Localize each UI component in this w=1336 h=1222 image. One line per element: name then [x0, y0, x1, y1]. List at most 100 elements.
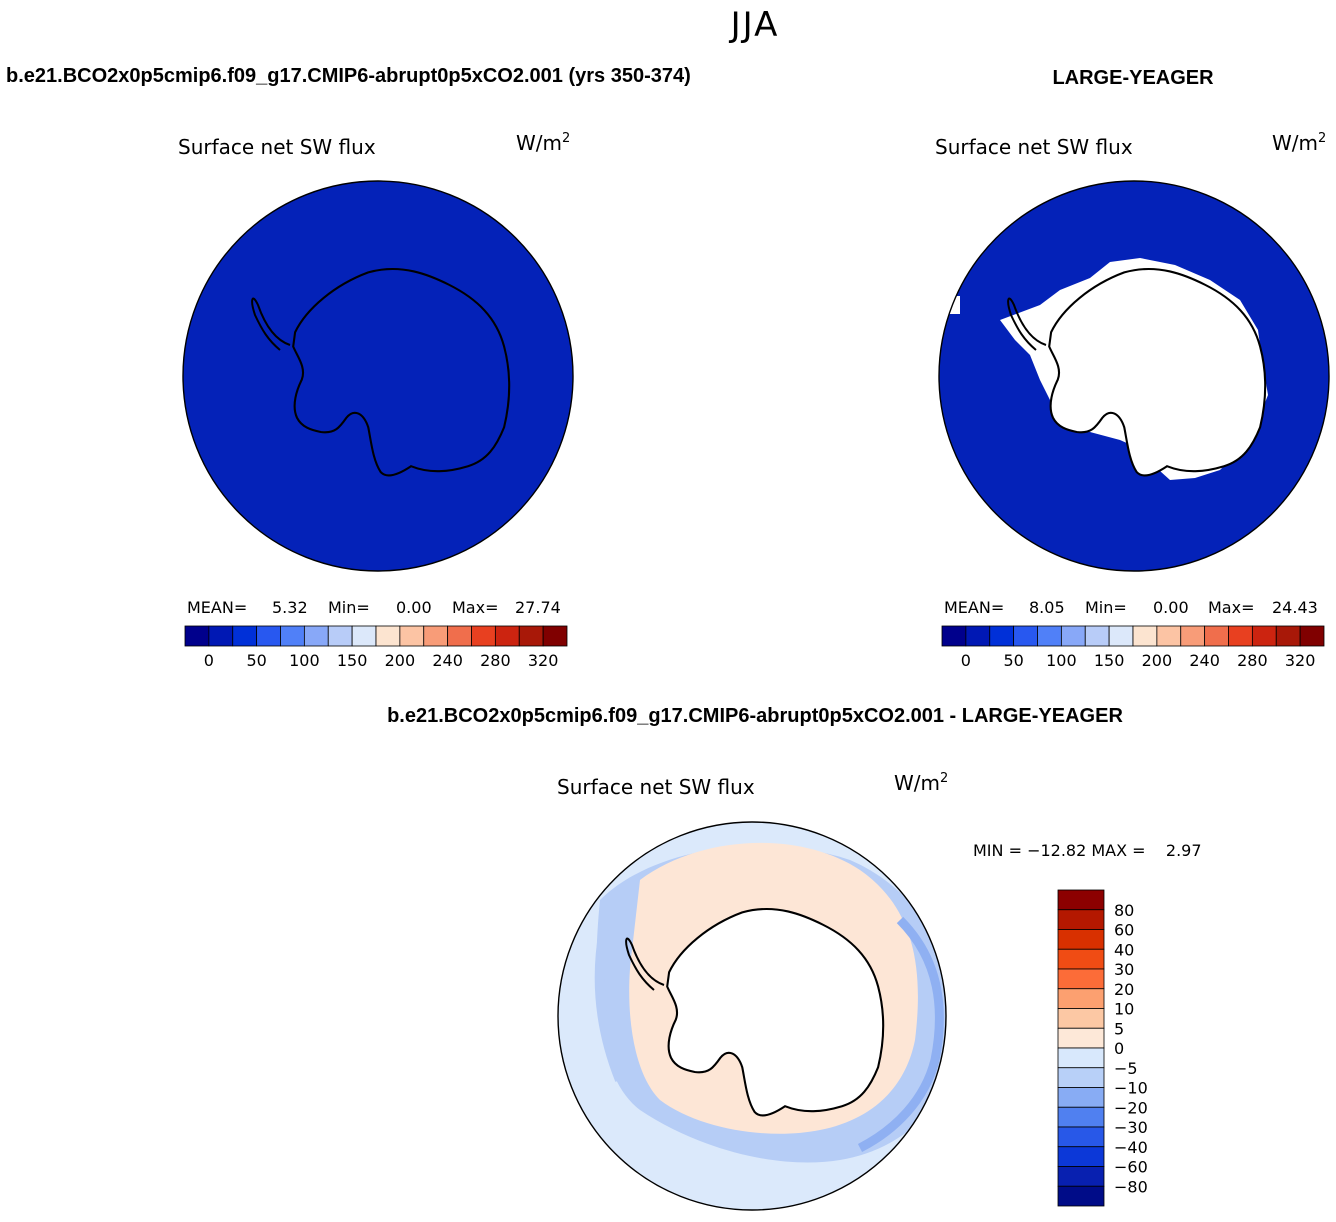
right-mean-label: MEAN=: [944, 598, 1004, 617]
colorbar-swatch: [1037, 625, 1062, 647]
colorbar-label: −40: [1114, 1138, 1148, 1157]
colorbar-tick-label: 320: [1285, 651, 1316, 670]
colorbar-swatch: [351, 625, 377, 647]
colorbar-label: 60: [1114, 921, 1134, 940]
right-variable-label: Surface net SW flux: [935, 135, 1133, 159]
colorbar-swatch: [447, 625, 472, 647]
diff-mid-negative-arc: [594, 929, 625, 1082]
colorbar-label: 80: [1114, 901, 1134, 920]
colorbar-swatch: [256, 625, 281, 647]
colorbar-tick-label: 50: [246, 651, 266, 670]
left-stats: MEAN= 5.32 Min= 0.00 Max= 27.74: [187, 598, 561, 617]
left-panel-title: b.e21.BCO2x0p5cmip6.f09_g17.CMIP6-abrupt…: [6, 65, 691, 87]
colorbar-tick-label: 100: [289, 651, 320, 670]
colorbar-label: 0: [1114, 1039, 1124, 1058]
diff-units-label: W/m2: [894, 771, 948, 795]
right-stats: MEAN= 8.05 Min= 0.00 Max= 24.43: [944, 598, 1318, 617]
colorbar-tick-label: 50: [1003, 651, 1023, 670]
colorbar-swatch: [1057, 909, 1105, 930]
colorbar-tick-label: 0: [204, 651, 214, 670]
colorbar-label: 40: [1114, 940, 1134, 959]
colorbar-swatch: [1275, 625, 1301, 647]
colorbar-tick-label: 280: [480, 651, 511, 670]
colorbar-swatch: [399, 625, 425, 647]
colorbar-swatch: [1057, 988, 1105, 1009]
colorbar-swatch: [1057, 889, 1105, 911]
colorbar-swatch: [941, 625, 967, 647]
colorbar-swatch: [965, 625, 991, 647]
right-panel-title: LARGE-YEAGER: [1052, 67, 1214, 89]
right-peninsula: [1007, 297, 1047, 351]
colorbar-swatch: [208, 625, 234, 647]
left-map-boundary: [182, 180, 574, 572]
colorbar-label: −60: [1114, 1158, 1148, 1177]
right-colorbar: [941, 625, 1325, 647]
colorbar-label: 30: [1114, 960, 1134, 979]
colorbar-swatch: [1108, 625, 1134, 647]
left-colorbar-ticks: 0 50 100 150 200 240 280 320: [204, 651, 559, 670]
colorbar-tick-label: 200: [1142, 651, 1173, 670]
diff-map-boundary: [557, 821, 947, 1211]
colorbar-label: −80: [1114, 1177, 1148, 1196]
left-min-label: Min=: [328, 598, 370, 617]
season-title: JJA: [729, 5, 780, 45]
right-max-label: Max=: [1208, 598, 1254, 617]
left-max-label: Max=: [452, 598, 498, 617]
diff-minmax-label: MIN = −12.82 MAX = 2.97: [973, 841, 1202, 860]
colorbar-swatch: [327, 625, 353, 647]
colorbar-swatch: [1057, 968, 1105, 990]
colorbar-swatch: [1084, 625, 1110, 647]
colorbar-label: −5: [1114, 1059, 1138, 1078]
right-min-value: 0.00: [1153, 598, 1189, 617]
colorbar-swatch: [989, 625, 1015, 647]
right-units-label: W/m2: [1272, 131, 1326, 155]
left-mean-label: MEAN=: [187, 598, 247, 617]
colorbar-swatch: [1057, 1146, 1105, 1167]
left-min-value: 0.00: [396, 598, 432, 617]
colorbar-tick-label: 240: [432, 651, 463, 670]
right-colorbar-ticks: 0 50 100 150 200 240 280 320: [961, 651, 1316, 670]
left-peninsula: [251, 297, 291, 351]
colorbar-swatch: [1057, 1087, 1105, 1108]
colorbar-swatch: [184, 625, 210, 647]
colorbar-swatch: [1057, 1027, 1105, 1049]
colorbar-swatch: [375, 625, 401, 647]
right-map-panel: Surface net SW flux W/m2 MEAN= 8.05 Min=…: [935, 131, 1330, 670]
left-map-panel: Surface net SW flux W/m2 MEAN= 5.32 Min=…: [178, 131, 574, 670]
colorbar-swatch: [1180, 625, 1206, 647]
colorbar-label: 5: [1114, 1019, 1124, 1038]
colorbar-label: 10: [1114, 1000, 1134, 1019]
colorbar-swatch: [1057, 929, 1105, 950]
colorbar-swatch: [232, 625, 258, 647]
colorbar-swatch: [1060, 625, 1086, 647]
colorbar-tick-label: 280: [1237, 651, 1268, 670]
colorbar-swatch: [1013, 625, 1038, 647]
colorbar-swatch: [1057, 1047, 1105, 1069]
diff-map-panel: Surface net SW flux W/m2 MIN = −12.82 MA…: [557, 771, 1202, 1211]
diff-panel-title: b.e21.BCO2x0p5cmip6.f09_g17.CMIP6-abrupt…: [387, 705, 1123, 727]
diff-strong-negative-arc: [857, 916, 944, 1153]
left-max-value: 27.74: [515, 598, 561, 617]
colorbar-swatch: [542, 625, 568, 647]
colorbar-swatch: [1057, 1166, 1105, 1187]
colorbar-swatch: [1228, 625, 1253, 647]
diff-variable-label: Surface net SW flux: [557, 775, 755, 799]
colorbar-swatch: [423, 625, 449, 647]
left-variable-label: Surface net SW flux: [178, 135, 376, 159]
left-mean-value: 5.32: [272, 598, 308, 617]
colorbar-label: −10: [1114, 1079, 1148, 1098]
colorbar-swatch: [280, 625, 305, 647]
colorbar-label: −20: [1114, 1098, 1148, 1117]
colorbar-swatch: [1299, 625, 1325, 647]
colorbar-tick-label: 240: [1189, 651, 1220, 670]
colorbar-swatch: [303, 625, 329, 647]
colorbar-label: −30: [1114, 1118, 1148, 1137]
colorbar-swatch: [471, 625, 496, 647]
left-units-label: W/m2: [516, 131, 570, 155]
colorbar-swatch: [1057, 1126, 1105, 1148]
colorbar-swatch: [1156, 625, 1182, 647]
right-max-value: 24.43: [1272, 598, 1318, 617]
colorbar-swatch: [1057, 1106, 1105, 1128]
colorbar-tick-label: 100: [1046, 651, 1077, 670]
